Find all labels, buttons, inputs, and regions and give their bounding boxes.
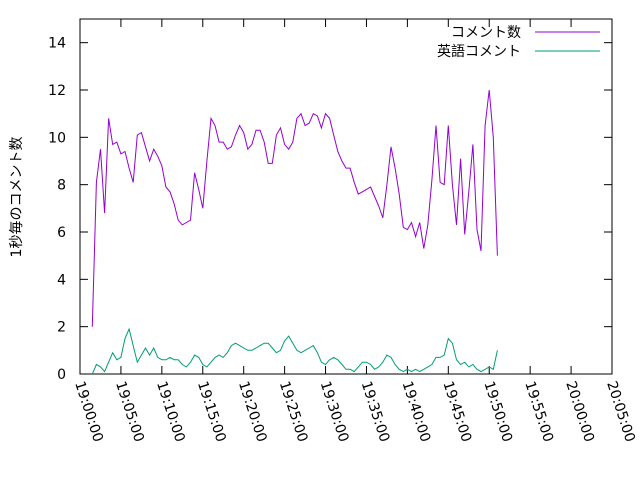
series-layer	[91, 89, 498, 375]
x-tick-label: 19:00:00	[71, 379, 106, 444]
y-tick-label: 6	[57, 225, 66, 241]
y-tick-label: 0	[57, 367, 66, 383]
y-axis-label: 1秒毎のコメント数	[9, 137, 25, 258]
x-tick-label: 19:30:00	[317, 379, 352, 444]
y-tick-label: 12	[48, 83, 66, 99]
x-tick-label: 20:00:00	[562, 379, 597, 444]
y-tick-label: 14	[48, 36, 66, 52]
x-tick-label: 19:40:00	[399, 379, 434, 444]
y-tick-label: 2	[57, 320, 66, 336]
x-tick-label: 19:15:00	[194, 379, 229, 444]
x-tick-label: 19:35:00	[358, 379, 393, 444]
x-tick-label: 19:10:00	[153, 379, 188, 444]
x-tick-label: 19:25:00	[276, 379, 311, 444]
series-line-1	[91, 89, 498, 327]
x-tick-label: 19:55:00	[521, 379, 556, 444]
series-line-2	[91, 327, 498, 375]
x-tick-label: 19:45:00	[440, 379, 475, 444]
y-tick-label: 10	[48, 130, 66, 146]
plot-border	[79, 18, 613, 375]
x-tick-label: 19:20:00	[235, 379, 270, 444]
y-tick-label: 8	[57, 178, 66, 194]
x-tick-label: 20:05:00	[603, 379, 638, 444]
axes-layer: 0 2 4 6 8 10 12 14 19:00:00 19:05:00 19:10:00 19:15…	[48, 18, 638, 444]
x-tick-label: 19:05:00	[112, 379, 147, 444]
legend-label: 英語コメント	[437, 43, 521, 60]
y-tick-label: 4	[57, 272, 66, 288]
legend-label: コメント数	[451, 25, 521, 41]
x-tick-label: 19:50:00	[480, 379, 515, 444]
